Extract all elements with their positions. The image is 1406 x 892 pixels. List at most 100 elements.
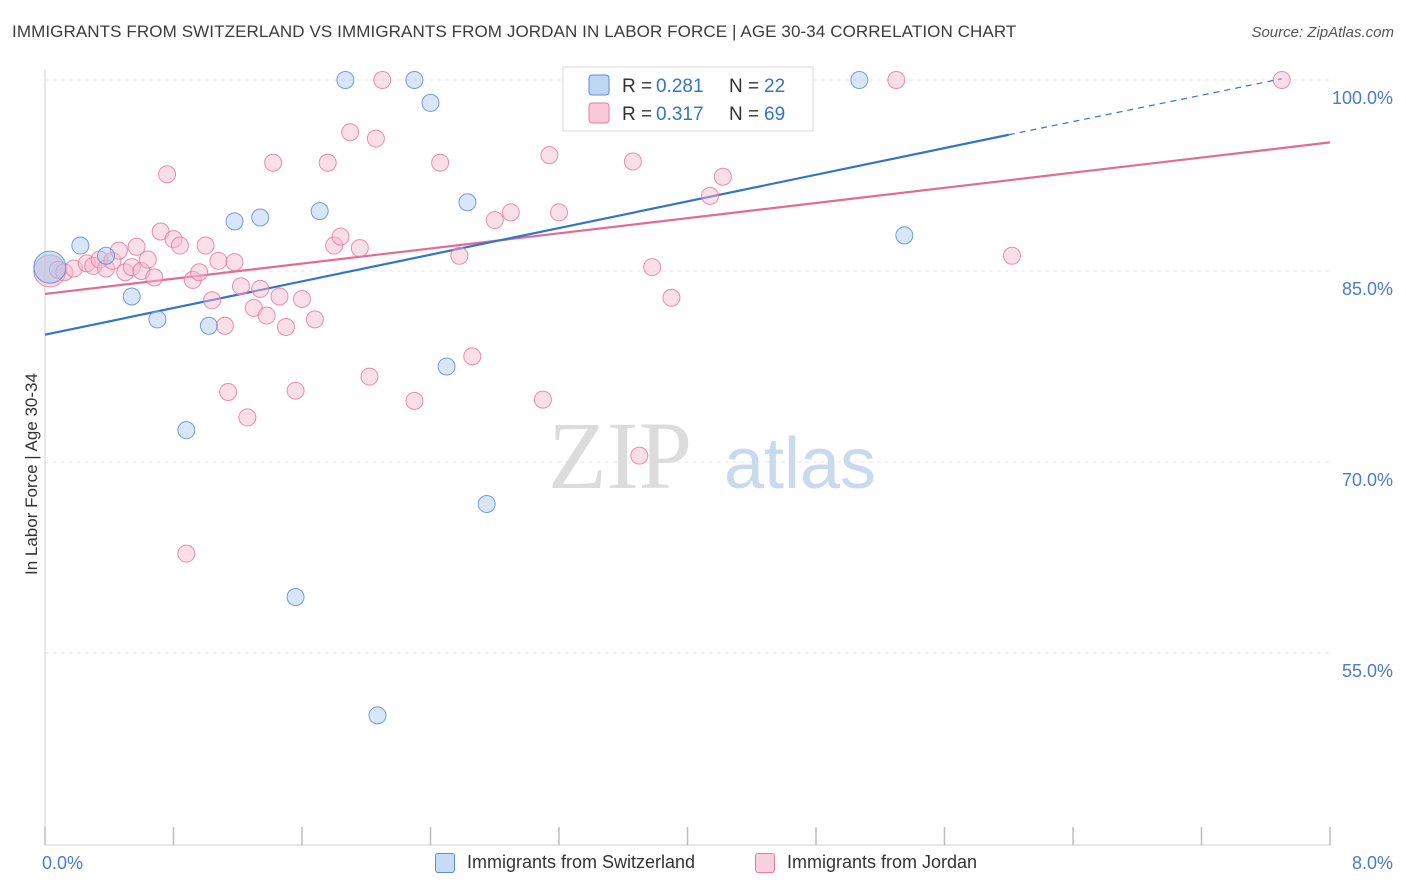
legend-n-value-1: 22	[764, 76, 785, 97]
point-switzerland-5	[177, 421, 196, 440]
point-jordan-50	[450, 246, 469, 265]
series-legend: Immigrants from Switzerland Immigrants f…	[0, 852, 1406, 878]
point-jordan-61	[643, 258, 662, 277]
point-jordan-44	[350, 239, 369, 258]
trend-line-switzerland-extension	[1008, 78, 1282, 136]
point-switzerland-11	[336, 71, 355, 89]
legend-swatch-jordan-bottom	[755, 852, 775, 873]
point-jordan-55	[540, 146, 559, 165]
point-jordan-27	[219, 382, 238, 401]
point-jordan-51	[463, 347, 482, 366]
point-jordan-19	[170, 236, 189, 255]
point-jordan-40	[318, 153, 337, 172]
y-tick-labels: 55.0% 70.0% 85.0% 100.0%	[1332, 88, 1393, 681]
point-jordan-26	[215, 316, 234, 335]
axes	[44, 70, 1331, 846]
x-tick-label-0: 0.0%	[42, 853, 83, 873]
point-switzerland-10	[310, 202, 329, 221]
point-jordan-34	[264, 153, 283, 172]
point-jordan-54	[533, 390, 552, 409]
point-jordan-39	[305, 310, 324, 329]
x-tick-labels: 0.0% 8.0%	[42, 853, 1393, 873]
legend-r-label-2: R =	[622, 104, 652, 125]
legend-label-switzerland: Immigrants from Switzerland	[467, 852, 696, 872]
point-switzerland-14	[421, 93, 440, 112]
point-jordan-38	[293, 290, 311, 309]
legend-swatch-switzerland	[588, 74, 610, 96]
point-jordan-46	[366, 129, 385, 148]
legend-n-label-1: N =	[729, 76, 759, 97]
point-jordan-52	[485, 211, 504, 230]
point-jordan-23	[196, 236, 215, 255]
point-jordan-67	[1272, 71, 1291, 89]
point-jordan-37	[286, 381, 305, 400]
legend-swatch-jordan	[588, 102, 610, 124]
point-jordan-42	[331, 227, 350, 246]
point-switzerland-15	[437, 357, 456, 376]
x-tick-label-1: 8.0%	[1352, 853, 1393, 873]
point-jordan-7	[97, 259, 116, 278]
legend-r-label-1: R =	[622, 76, 652, 97]
point-jordan-17	[158, 165, 177, 184]
point-jordan-53	[501, 203, 520, 222]
point-jordan-59	[623, 152, 642, 171]
y-tick-label-0: 55.0%	[1342, 661, 1393, 681]
legend-n-label-2: N =	[729, 104, 759, 125]
point-jordan-14	[138, 250, 157, 269]
point-jordan-12	[127, 237, 146, 256]
point-jordan-30	[238, 408, 257, 427]
point-jordan-41	[325, 236, 344, 255]
point-jordan-49	[431, 153, 450, 172]
legend-r-value-2: 0.317	[656, 104, 704, 125]
point-switzerland-20	[850, 71, 869, 89]
point-switzerland-9	[286, 587, 305, 606]
point-switzerland-3	[122, 287, 141, 306]
point-switzerland-2	[97, 246, 116, 265]
point-jordan-20	[177, 544, 196, 563]
point-jordan-65	[887, 71, 906, 89]
point-jordan-60	[630, 446, 649, 465]
watermark: ZIP atlas	[548, 402, 876, 509]
point-switzerland-1	[71, 236, 90, 255]
point-switzerland-13	[405, 71, 424, 89]
legend-item-jordan: Immigrants from Jordan	[755, 852, 977, 873]
legend-label-jordan: Immigrants from Jordan	[787, 852, 978, 872]
y-tick-label-1: 70.0%	[1342, 470, 1393, 490]
point-jordan-63	[700, 186, 719, 205]
point-jordan-36	[276, 318, 295, 337]
stats-legend: R = 0.281 N = 22 R = 0.317 N = 69	[562, 66, 814, 132]
point-jordan-64	[713, 167, 732, 186]
point-jordan-32	[251, 279, 270, 298]
source-label: Source: ZipAtlas.com	[1251, 24, 1394, 41]
trend-line-jordan	[44, 141, 1331, 296]
legend-swatch-switzerland-bottom	[435, 852, 455, 873]
point-jordan-18	[164, 230, 183, 249]
legend-n-value-2: 69	[764, 104, 785, 125]
point-jordan-21	[183, 270, 202, 289]
legend-item-switzerland: Immigrants from Switzerland	[435, 852, 695, 873]
point-jordan-22	[190, 263, 209, 282]
trend-lines	[44, 78, 1331, 336]
legend-r-value-1: 0.281	[656, 76, 704, 97]
point-switzerland-7	[225, 212, 244, 231]
point-jordan-48	[405, 391, 424, 410]
point-jordan-15	[145, 268, 164, 287]
point-jordan-25	[209, 251, 228, 270]
point-switzerland-8	[251, 208, 270, 227]
point-switzerland-0	[33, 250, 67, 284]
point-jordan-24	[203, 291, 222, 310]
point-jordan-47	[373, 71, 392, 89]
point-jordan-28	[225, 253, 244, 272]
trend-line-switzerland	[44, 133, 1009, 336]
point-jordan-45	[360, 367, 379, 386]
point-switzerland-17	[477, 495, 496, 514]
y-tick-label-3: 100.0%	[1332, 88, 1393, 108]
point-jordan-11	[122, 258, 141, 277]
point-jordan-33	[257, 306, 276, 325]
point-jordan-35	[270, 287, 289, 306]
y-tick-label-2: 85.0%	[1342, 279, 1393, 299]
watermark-zip: ZIP	[548, 402, 692, 509]
chart-title: IMMIGRANTS FROM SWITZERLAND VS IMMIGRANT…	[12, 22, 1017, 41]
watermark-atlas: atlas	[724, 424, 876, 504]
